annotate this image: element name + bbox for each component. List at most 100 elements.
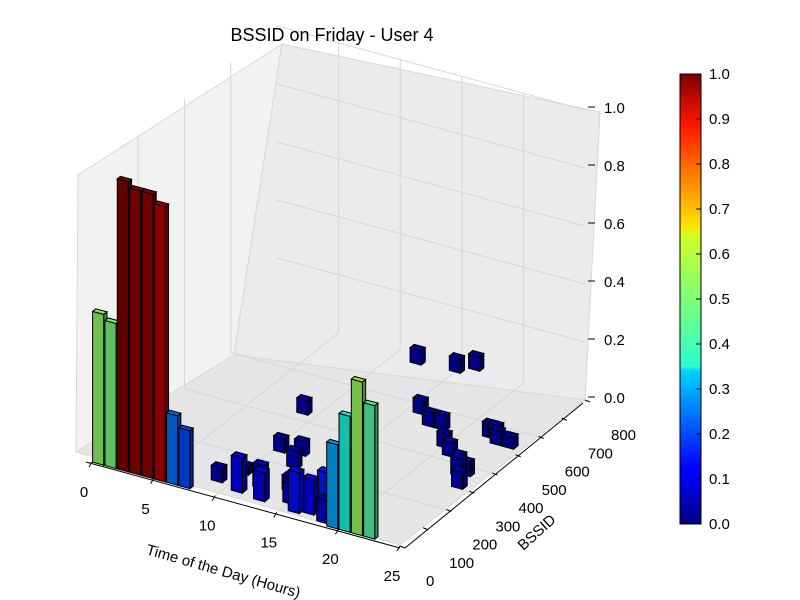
bar-top [251, 458, 270, 467]
bar-top [408, 343, 427, 352]
bar-top [362, 399, 380, 407]
bar [295, 393, 314, 417]
z-tick-label: 1.0 [604, 100, 625, 117]
colorbar-tick-label: 0.6 [709, 246, 730, 263]
bar-front [166, 412, 179, 487]
y-tick-mark [515, 454, 521, 458]
bar-top [293, 435, 311, 443]
colorbar-tick-label: 0.3 [709, 381, 730, 398]
y-tick-mark [399, 545, 406, 549]
colorbar-tick-label: 0.8 [709, 156, 730, 173]
bar [488, 424, 507, 447]
grid-line [184, 388, 493, 474]
bar-top [295, 393, 314, 402]
y-tick-mark [492, 472, 498, 476]
bar-front [92, 310, 105, 466]
bar-top [448, 352, 466, 360]
bar-top [128, 184, 145, 192]
colorbar-tick-label: 0.2 [709, 426, 730, 443]
bar [448, 352, 466, 375]
bar-front [153, 202, 166, 483]
bar-top [140, 188, 158, 195]
z-tick-label: 0.8 [604, 158, 625, 175]
bar-front [338, 412, 351, 534]
x-tick-mark [150, 478, 155, 485]
bar-front [350, 378, 363, 537]
bar-top [287, 465, 306, 474]
grid-line [276, 199, 586, 285]
grid-line [276, 257, 586, 343]
bar-front [287, 469, 300, 515]
bar-top [350, 375, 367, 383]
y-tick-mark [469, 490, 475, 494]
bar-top [433, 409, 451, 417]
y-tick-label: 200 [472, 537, 497, 554]
grid-line [276, 25, 586, 111]
x-tick-label: 25 [384, 568, 401, 585]
x-tick-mark [211, 495, 216, 501]
y-tick-label: 500 [542, 482, 567, 499]
y-axis-line [404, 402, 584, 549]
bar [230, 451, 249, 495]
bar [501, 430, 520, 451]
z-tick-label: 0.2 [604, 332, 625, 349]
x-tick-label: 15 [260, 534, 277, 551]
bar-front [141, 190, 154, 480]
bar-top [153, 200, 170, 208]
bar-top [116, 175, 133, 183]
bar-top [252, 465, 271, 474]
bar [362, 399, 380, 541]
z-tick-label: 0.4 [604, 274, 625, 291]
bar-top [411, 393, 430, 402]
y-tick-mark [422, 527, 429, 531]
x-tick-mark [334, 528, 339, 535]
x-tick-mark [273, 512, 278, 518]
y-tick-label: 0 [426, 573, 434, 590]
x-tick-label: 5 [141, 501, 149, 518]
chart-title: BSSID on Friday - User 4 [230, 25, 433, 45]
bar-top [488, 424, 507, 432]
x-tick-label: 20 [322, 551, 339, 568]
grid-line [276, 83, 586, 169]
bar-top [272, 431, 290, 440]
bar-front [363, 402, 376, 540]
y-tick-label: 400 [519, 500, 544, 517]
bars-layer [91, 175, 520, 541]
bar [210, 461, 229, 484]
colorbar-tick-label: 0.4 [709, 336, 730, 353]
y-tick-mark [584, 399, 591, 403]
bar-top [450, 464, 469, 473]
bar [467, 349, 485, 373]
bar-top [285, 444, 304, 453]
bar-top [230, 451, 249, 459]
y-tick-label: 800 [611, 427, 636, 444]
bar-top [501, 430, 520, 439]
bar-front [253, 469, 266, 503]
bar [177, 424, 195, 490]
bar-front [230, 454, 243, 494]
colorbar-tick-label: 1.0 [709, 66, 730, 83]
bar-top [435, 427, 454, 435]
bar-front [316, 496, 329, 525]
y-tick-mark [538, 436, 544, 439]
z-tick-label: 0.0 [604, 390, 625, 407]
bar [450, 464, 469, 491]
bar-top [165, 409, 182, 417]
colorbar-ticks: 0.0 0.1 0.2 0.3 0.4 0.5 0.6 0.7 0.8 0.9 1.0 [696, 66, 730, 533]
z-tick-label: 0.6 [604, 216, 625, 233]
bar-side [298, 468, 305, 515]
colorbar-tick-label: 0.0 [709, 516, 730, 533]
bar-top [301, 473, 320, 481]
bar-top [449, 452, 468, 461]
bar-front [302, 476, 315, 516]
y-tick-label: 600 [565, 464, 590, 481]
x-tick-label: 0 [80, 484, 88, 501]
grid-line [276, 141, 586, 227]
bar [287, 465, 306, 515]
bar-side [264, 468, 270, 503]
bar-front [104, 319, 117, 470]
bar [408, 343, 427, 367]
bar [433, 409, 451, 432]
colorbar-tick-label: 0.5 [709, 291, 730, 308]
